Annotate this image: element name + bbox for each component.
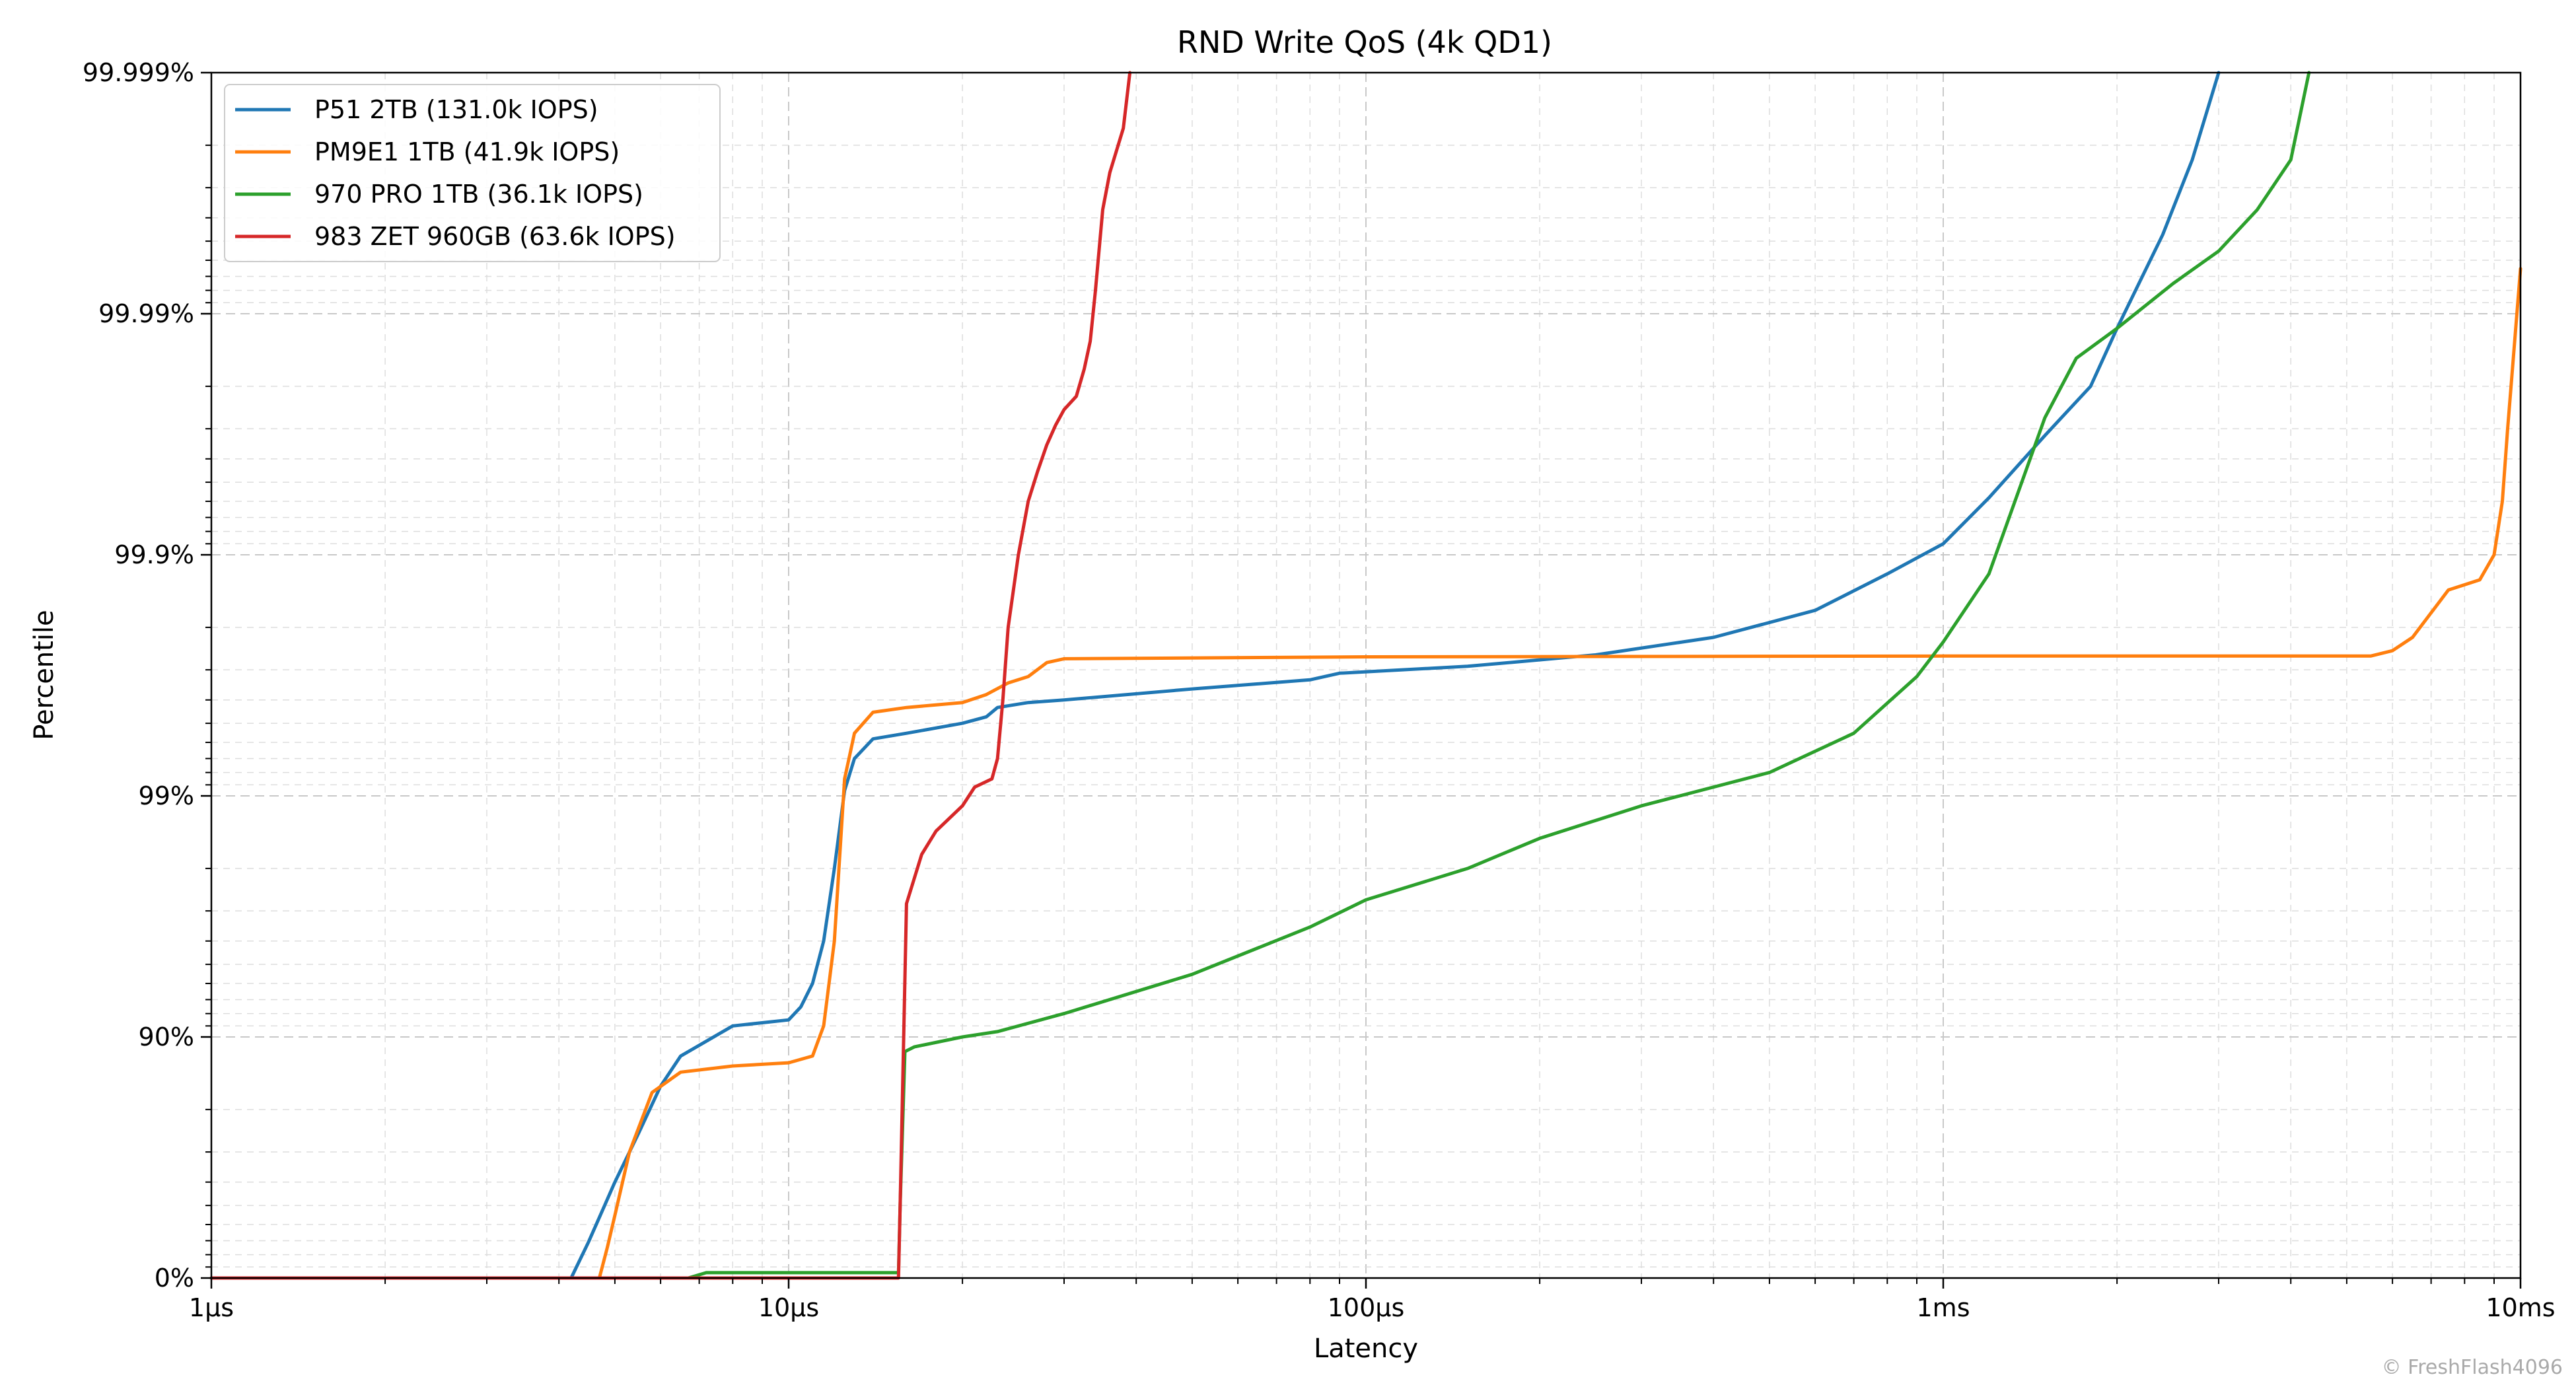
x-tick-label: 10ms: [2486, 1293, 2555, 1322]
y-tick-label: 99.9%: [114, 540, 194, 569]
legend-label: 983 ZET 960GB (63.6k IOPS): [314, 222, 676, 251]
x-tick-label: 1µs: [189, 1293, 234, 1322]
legend-label: P51 2TB (131.0k IOPS): [314, 95, 598, 124]
series-line-2: [209, 267, 2522, 1280]
legend-box: [224, 84, 721, 262]
x-tick-label: 10µs: [758, 1293, 819, 1322]
x-tick-label: 100µs: [1328, 1293, 1405, 1322]
legend-label: 970 PRO 1TB (36.1k IOPS): [314, 180, 643, 209]
y-axis-label: Percentile: [29, 610, 59, 740]
y-tick-label: 99.999%: [83, 58, 194, 87]
series-line-1: [209, 71, 2221, 1280]
y-tick-label: 0%: [155, 1263, 194, 1293]
series-line-4: [209, 71, 1132, 1280]
legend-label: PM9E1 1TB (41.9k IOPS): [314, 137, 620, 166]
copyright-text: © FreshFlash4096: [2382, 1356, 2563, 1379]
y-tick-label: 90%: [139, 1022, 194, 1051]
y-tick-label: 99%: [139, 781, 194, 810]
y-axis: 0% 90% 99% 99.9% 99.99% 99.999%: [83, 58, 211, 1293]
x-axis: 1µs 10µs 100µs 1ms 10ms: [189, 1278, 2556, 1322]
x-tick-label: 1ms: [1917, 1293, 1970, 1322]
chart-title: RND Write QoS (4k QD1): [1177, 24, 1552, 60]
plot-series: [209, 71, 2522, 1280]
y-tick-label: 99.99%: [98, 299, 194, 328]
x-axis-label: Latency: [1314, 1334, 1418, 1364]
legend: P51 2TB (131.0k IOPS) PM9E1 1TB (41.9k IO…: [224, 84, 721, 262]
